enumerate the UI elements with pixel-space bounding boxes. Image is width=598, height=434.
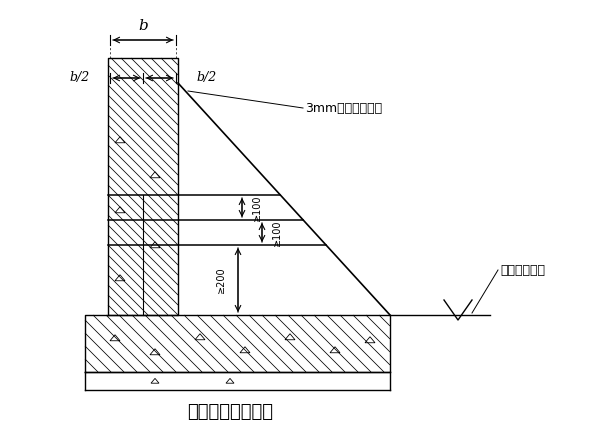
- Text: ≥100: ≥100: [272, 219, 282, 246]
- Text: ≥200: ≥200: [216, 266, 226, 293]
- Text: 施工缝处理示意图: 施工缝处理示意图: [187, 403, 273, 421]
- Text: 基础底板板面: 基础底板板面: [500, 263, 545, 276]
- Text: b/2: b/2: [196, 72, 216, 85]
- Text: 3mm厚钢板止水带: 3mm厚钢板止水带: [305, 102, 382, 115]
- Text: b: b: [138, 19, 148, 33]
- Text: b/2: b/2: [70, 72, 90, 85]
- Text: ≥100: ≥100: [252, 194, 262, 221]
